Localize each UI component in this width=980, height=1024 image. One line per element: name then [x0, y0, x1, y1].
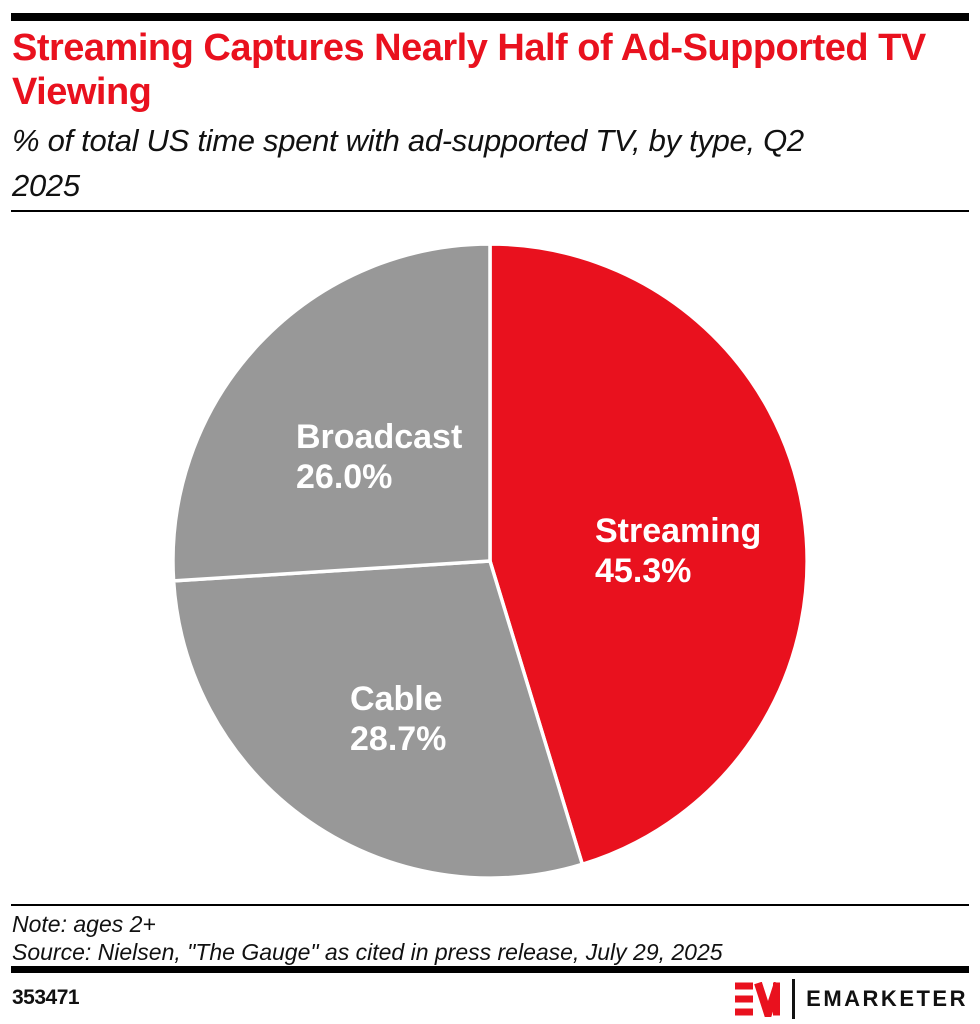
logo-separator [792, 979, 796, 1019]
slice-name-label: Cable [350, 680, 443, 718]
chart-id: 353471 [12, 986, 80, 1009]
pie-slice-cable [171, 559, 585, 880]
footer-bar [11, 966, 969, 973]
slice-name-label: Streaming [595, 512, 761, 550]
footer-divider [11, 904, 969, 906]
slice-value-label: 45.3% [595, 552, 691, 590]
chart-subtitle: % of total US time spent with ad-support… [12, 123, 804, 203]
note-text: Note: ages 2+ [12, 911, 156, 937]
slice-value-label: 28.7% [350, 720, 446, 758]
header-divider [11, 210, 969, 212]
pie-chart-area: Streaming 45.3% Cable 28.7% Broadcast 26.0% [0, 218, 980, 898]
emarketer-logo: EMARKETER [735, 978, 968, 1020]
top-accent-bar [11, 13, 969, 21]
pie-slice-broadcast [171, 242, 492, 583]
slice-name-label: Broadcast [296, 418, 462, 456]
source-text: Source: Nielsen, "The Gauge" as cited in… [12, 939, 723, 965]
brand-wordmark: EMARKETER [806, 986, 968, 1011]
pie-slice-streaming [488, 242, 809, 867]
slice-value-label: 26.0% [296, 458, 392, 496]
chart-title: Streaming Captures Nearly Half of Ad-Sup… [12, 27, 926, 113]
em-mark-icon [735, 981, 781, 1017]
